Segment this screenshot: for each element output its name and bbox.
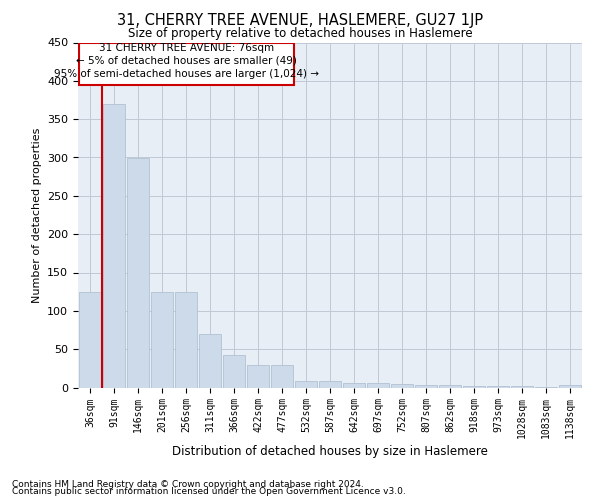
Bar [295, 380, 317, 388]
Bar [343, 383, 365, 388]
Bar [271, 366, 293, 388]
Text: Contains HM Land Registry data © Crown copyright and database right 2024.: Contains HM Land Registry data © Crown c… [12, 480, 364, 489]
Bar [535, 386, 557, 388]
Y-axis label: Number of detached properties: Number of detached properties [32, 128, 41, 302]
Bar [391, 384, 413, 388]
Bar [463, 386, 485, 388]
Bar [511, 386, 533, 388]
Text: Contains public sector information licensed under the Open Government Licence v3: Contains public sector information licen… [12, 487, 406, 496]
Bar [559, 385, 581, 388]
Bar [175, 292, 197, 388]
Bar [439, 385, 461, 388]
Bar [367, 383, 389, 388]
Bar [79, 292, 101, 388]
Text: 31 CHERRY TREE AVENUE: 76sqm: 31 CHERRY TREE AVENUE: 76sqm [99, 43, 274, 53]
Text: 95% of semi-detached houses are larger (1,024) →: 95% of semi-detached houses are larger (… [54, 69, 319, 79]
Text: Size of property relative to detached houses in Haslemere: Size of property relative to detached ho… [128, 28, 472, 40]
Bar [223, 354, 245, 388]
Bar [247, 366, 269, 388]
Bar [319, 380, 341, 388]
Bar [127, 158, 149, 388]
Bar [103, 104, 125, 388]
Bar [487, 386, 509, 388]
Text: ← 5% of detached houses are smaller (49): ← 5% of detached houses are smaller (49) [76, 56, 297, 66]
X-axis label: Distribution of detached houses by size in Haslemere: Distribution of detached houses by size … [172, 446, 488, 458]
Bar [199, 334, 221, 388]
Text: 31, CHERRY TREE AVENUE, HASLEMERE, GU27 1JP: 31, CHERRY TREE AVENUE, HASLEMERE, GU27 … [117, 12, 483, 28]
FancyBboxPatch shape [79, 42, 294, 84]
Bar [151, 292, 173, 388]
Bar [415, 385, 437, 388]
